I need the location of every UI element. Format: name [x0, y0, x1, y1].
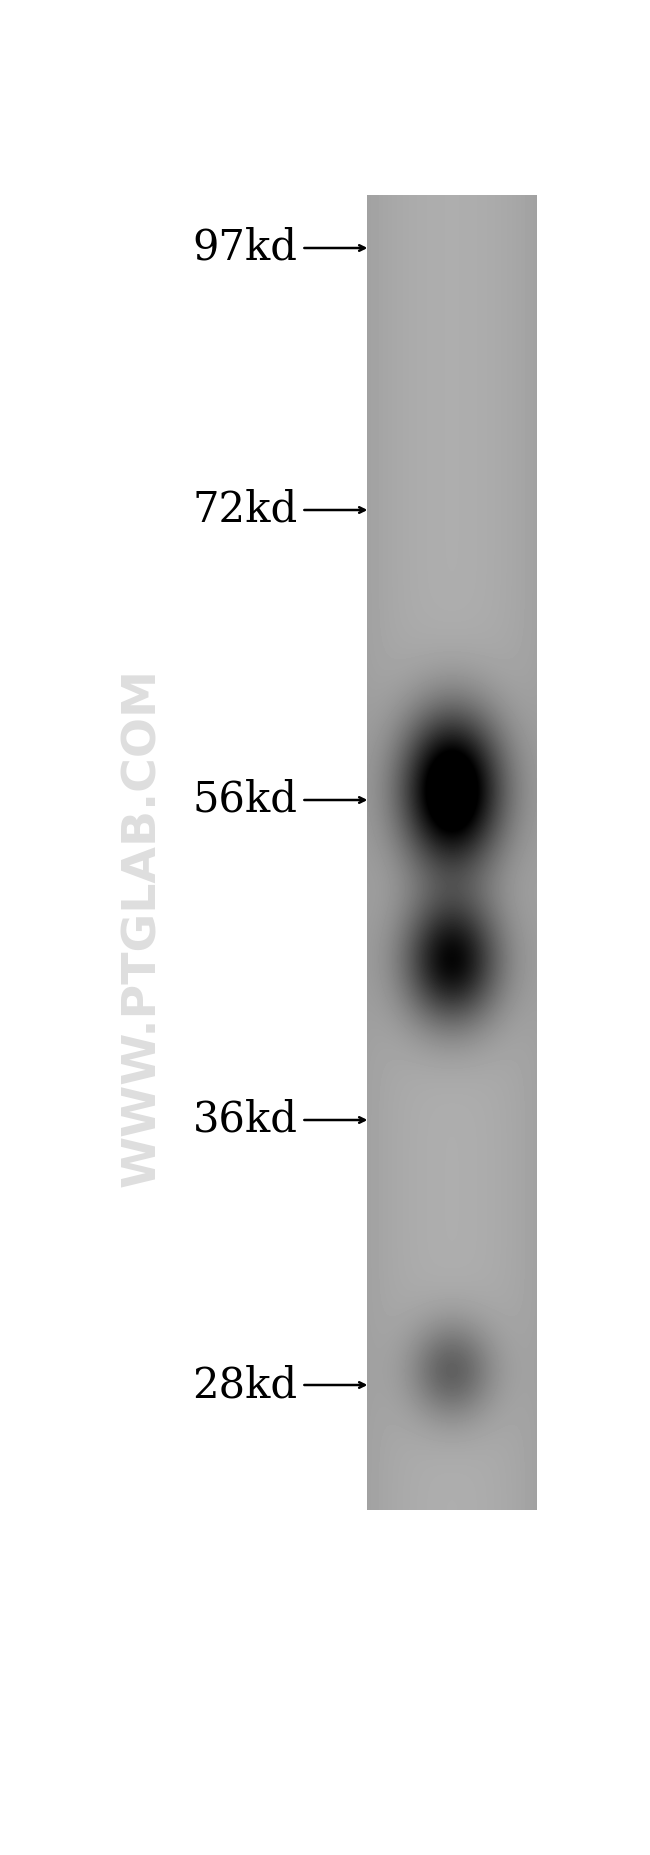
Text: 72kd: 72kd	[192, 490, 298, 531]
Text: 56kd: 56kd	[192, 779, 298, 822]
Text: 36kd: 36kd	[192, 1098, 298, 1141]
Text: 28kd: 28kd	[192, 1363, 298, 1406]
Text: WWW.PTGLAB.COM: WWW.PTGLAB.COM	[120, 668, 166, 1187]
Text: 97kd: 97kd	[192, 226, 298, 269]
